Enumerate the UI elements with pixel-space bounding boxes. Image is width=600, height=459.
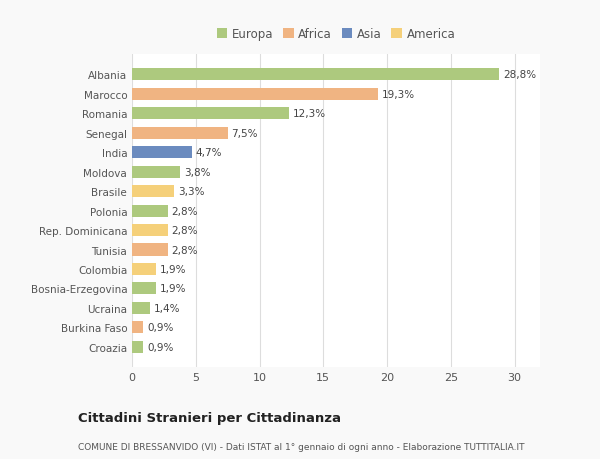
Text: 28,8%: 28,8% [503, 70, 536, 80]
Text: 1,9%: 1,9% [160, 284, 187, 294]
Bar [132, 302, 150, 314]
Legend: Europa, Africa, Asia, America: Europa, Africa, Asia, America [212, 23, 460, 46]
Text: 2,8%: 2,8% [172, 206, 198, 216]
Bar [132, 186, 174, 198]
Text: 0,9%: 0,9% [148, 342, 173, 352]
Bar [132, 322, 143, 334]
Bar [132, 69, 499, 81]
Bar [132, 147, 192, 159]
Text: 19,3%: 19,3% [382, 90, 415, 100]
Bar [132, 166, 181, 179]
Text: 0,9%: 0,9% [148, 323, 173, 333]
Text: 3,8%: 3,8% [184, 168, 211, 177]
Text: COMUNE DI BRESSANVIDO (VI) - Dati ISTAT al 1° gennaio di ogni anno - Elaborazion: COMUNE DI BRESSANVIDO (VI) - Dati ISTAT … [78, 442, 524, 451]
Bar [132, 205, 168, 217]
Text: 1,9%: 1,9% [160, 264, 187, 274]
Bar [132, 263, 156, 275]
Text: 12,3%: 12,3% [293, 109, 326, 119]
Text: 3,3%: 3,3% [178, 187, 205, 197]
Bar [132, 89, 378, 101]
Bar [132, 108, 289, 120]
Text: 4,7%: 4,7% [196, 148, 222, 158]
Bar [132, 128, 227, 140]
Bar [132, 283, 156, 295]
Bar [132, 224, 168, 236]
Text: Cittadini Stranieri per Cittadinanza: Cittadini Stranieri per Cittadinanza [78, 412, 341, 425]
Text: 7,5%: 7,5% [232, 129, 258, 139]
Bar [132, 341, 143, 353]
Text: 1,4%: 1,4% [154, 303, 180, 313]
Bar [132, 244, 168, 256]
Text: 2,8%: 2,8% [172, 225, 198, 235]
Text: 2,8%: 2,8% [172, 245, 198, 255]
